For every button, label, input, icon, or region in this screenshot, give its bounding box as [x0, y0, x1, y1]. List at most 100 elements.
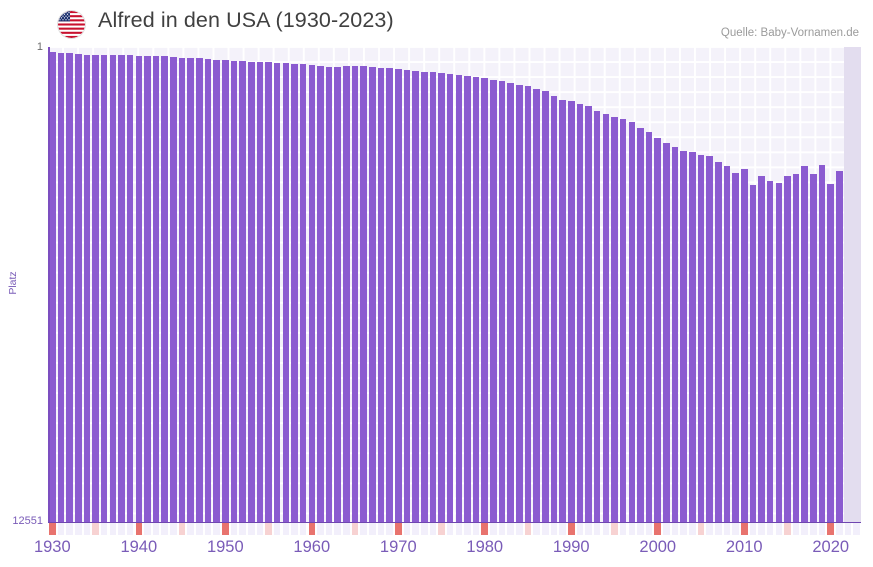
bar-1968	[377, 67, 385, 523]
tick-minor-empty-1947	[196, 523, 203, 535]
bar-1930	[49, 52, 56, 523]
tick-minor-empty-2012	[758, 523, 765, 535]
x-axis-tick-strip	[48, 523, 861, 535]
tick-half-1965	[351, 523, 359, 535]
tick-minor-empty-1991	[576, 523, 584, 535]
us-flag-icon	[58, 11, 85, 38]
tick-minor-empty-1958	[291, 523, 298, 535]
tick-minor-empty-1986	[533, 523, 540, 535]
bar-2015	[784, 176, 791, 523]
bar-2001	[663, 142, 670, 523]
bar-1938	[118, 55, 125, 523]
tick-half-1955	[265, 523, 272, 535]
bar-1958	[291, 63, 298, 523]
bar-1986	[533, 88, 540, 523]
source-attribution: Quelle: Baby-Vornamen.de	[720, 27, 859, 39]
bar-1962	[325, 66, 333, 523]
bar-1967	[369, 66, 376, 523]
bar-1951	[230, 61, 238, 523]
bar-1974	[429, 72, 437, 523]
tick-major-2000	[654, 523, 662, 535]
bar-1954	[256, 62, 264, 523]
tick-major-1950	[222, 523, 229, 535]
tick-minor-empty-1942	[152, 523, 160, 535]
tick-minor-empty-1934	[83, 523, 91, 535]
tick-half-1985	[524, 523, 532, 535]
tick-minor-empty-1982	[498, 523, 506, 535]
tick-minor-empty-1989	[559, 523, 566, 535]
tick-minor-empty-1936	[100, 523, 108, 535]
tick-minor-empty-2007	[715, 523, 722, 535]
tick-minor-empty-1981	[490, 523, 497, 535]
x-axis-label-2010: 2010	[725, 538, 763, 556]
bar-1991	[576, 103, 584, 523]
chart-header: Alfred in den USA (1930-2023) Quelle: Ba…	[0, 0, 873, 44]
bar-2018	[810, 174, 817, 523]
tick-minor-empty-1978	[464, 523, 471, 535]
tick-minor-empty-1974	[429, 523, 437, 535]
bar-1940	[135, 56, 143, 523]
tick-minor-empty-1968	[377, 523, 385, 535]
tick-half-1995	[611, 523, 618, 535]
tick-major-1960	[308, 523, 316, 535]
tick-minor-empty-1933	[74, 523, 82, 535]
tick-minor-empty-1993	[593, 523, 601, 535]
tick-minor-empty-1966	[360, 523, 367, 535]
bar-1971	[403, 70, 411, 523]
bar-1999	[645, 131, 653, 523]
tick-minor-empty-1939	[126, 523, 134, 535]
tick-minor-empty-1938	[118, 523, 125, 535]
bar-1944	[170, 57, 177, 523]
plot-area	[48, 47, 861, 523]
tick-minor-empty-1971	[403, 523, 411, 535]
tick-major-1970	[394, 523, 402, 535]
bar-2014	[775, 183, 783, 523]
bar-1953	[247, 61, 255, 523]
tick-minor-empty-1987	[542, 523, 549, 535]
bar-1931	[57, 53, 65, 523]
tick-minor-empty-2016	[792, 523, 800, 535]
tick-minor-empty-1959	[299, 523, 307, 535]
page-title: Alfred in den USA (1930-2023)	[98, 8, 394, 32]
x-axis-line	[48, 521, 861, 523]
tick-minor-empty-1976	[446, 523, 454, 535]
bar-1970	[394, 69, 402, 523]
bar-2005	[697, 155, 705, 523]
bar-1992	[585, 106, 592, 523]
bar-1957	[282, 62, 290, 523]
bar-1963	[334, 66, 341, 523]
tick-minor-empty-1953	[247, 523, 255, 535]
bar-1935	[92, 55, 99, 523]
bar-1959	[299, 64, 307, 523]
tick-minor-empty-1996	[619, 523, 627, 535]
bar-1993	[593, 110, 601, 523]
tick-minor-empty-1954	[256, 523, 264, 535]
tick-minor-empty-1992	[585, 523, 592, 535]
x-axis-label-1990: 1990	[552, 538, 590, 556]
bar-1943	[161, 56, 169, 523]
tick-major-1980	[481, 523, 489, 535]
bar-1975	[438, 73, 445, 523]
x-axis-label-1940: 1940	[120, 538, 158, 556]
bar-1947	[196, 58, 203, 523]
tick-half-1945	[178, 523, 186, 535]
tick-minor-empty-1961	[317, 523, 324, 535]
bar-1950	[222, 60, 229, 523]
y-axis-title: Platz	[7, 271, 19, 295]
bar-1949	[213, 59, 220, 523]
tick-minor-empty-1941	[144, 523, 151, 535]
tick-half-2005	[697, 523, 705, 535]
x-axis-label-1960: 1960	[293, 538, 331, 556]
y-axis-line	[48, 47, 50, 523]
tick-minor-empty-1943	[161, 523, 169, 535]
tick-minor-empty-1952	[239, 523, 246, 535]
tick-minor-empty-1973	[420, 523, 428, 535]
tick-minor-empty-2002	[671, 523, 679, 535]
tick-half-1935	[92, 523, 99, 535]
bar-1978	[464, 75, 471, 523]
bar-2021	[836, 170, 843, 523]
bar-2013	[766, 181, 774, 523]
bar-2020	[827, 183, 834, 523]
tick-minor-empty-2001	[663, 523, 670, 535]
tick-major-2010	[740, 523, 748, 535]
